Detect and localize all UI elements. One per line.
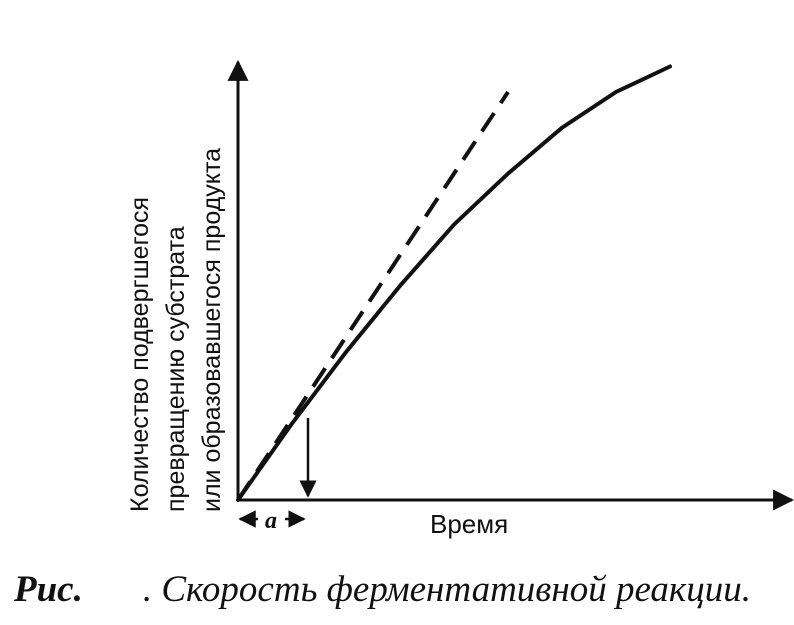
- interval-label: a: [265, 508, 277, 534]
- figure-caption: Рис. . Скорость ферментативной реакции.: [14, 568, 794, 618]
- y-axis-label-line-1: Количество подвергшегося: [126, 197, 154, 512]
- y-axis-label-line-3: или образовавшегося продукта: [198, 148, 226, 512]
- y-axis-label-line-2: превращению субстрата: [162, 226, 190, 512]
- series-line-actual: [236, 64, 672, 502]
- caption-text: . Скорость ферментативной реакции.: [142, 569, 751, 610]
- x-axis-label: Время: [430, 509, 508, 539]
- caption-prefix: Рис.: [14, 569, 83, 610]
- series-line-initial-rate: [236, 90, 510, 502]
